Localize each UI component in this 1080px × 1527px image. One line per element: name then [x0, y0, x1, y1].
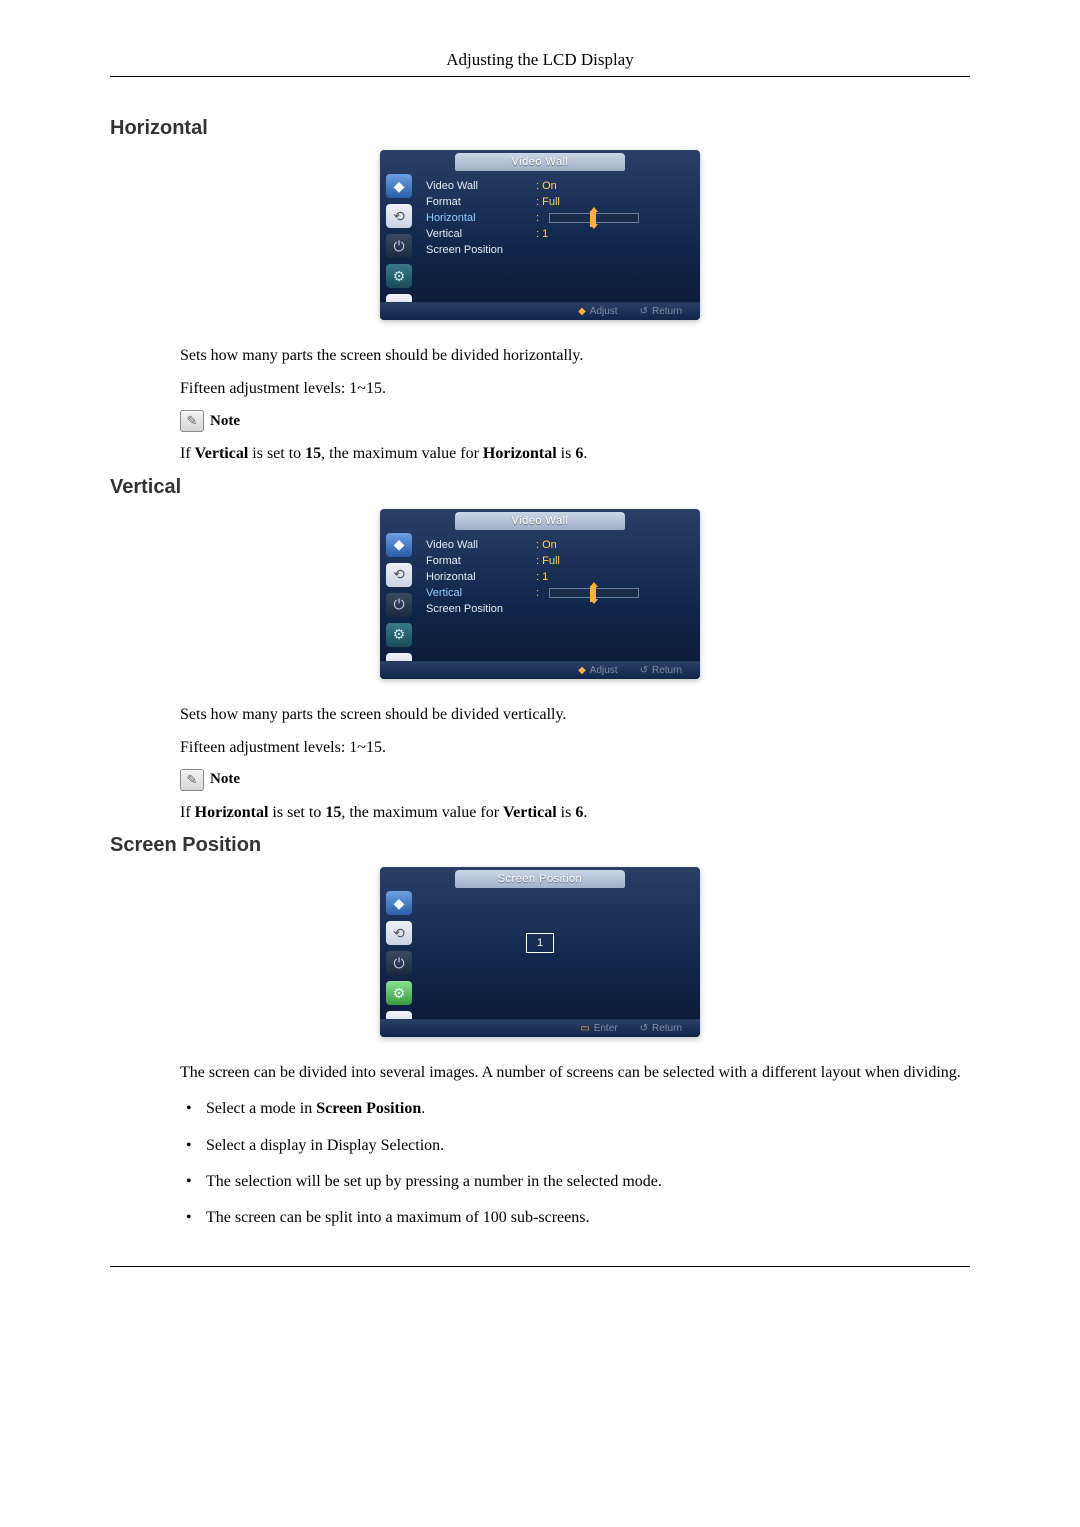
osd-value-video-wall: : On: [536, 180, 557, 192]
osd-value-vertical: : 1: [536, 228, 548, 240]
vertical-note: If Horizontal is set to 15, the maximum …: [180, 801, 970, 824]
list-item: Select a display in Display Selection.: [180, 1135, 970, 1157]
repeat-icon: ⟲: [386, 204, 412, 228]
osd-menu: Video Wall : On Format : Full Horizontal :…: [426, 180, 639, 256]
picture-icon: ◆: [386, 174, 412, 198]
screen-position-bullets: Select a mode in Screen Position. Select…: [180, 1098, 970, 1230]
osd-menu: Video Wall : On Format : Full Horizontal : …: [426, 539, 639, 615]
osd-screen-position-cell[interactable]: 1: [526, 933, 554, 953]
osd-panel-screen-position: Screen Position ◆ ⟲ ⏻ ⚙ ≡ 1 ▭Enter ↺Retu…: [380, 867, 700, 1037]
osd-footer-return: Return: [652, 306, 682, 317]
power-icon: ⏻: [386, 234, 412, 258]
osd-item-video-wall: Video Wall: [426, 539, 526, 551]
osd-footer-return: Return: [652, 665, 682, 676]
osd-icon-column: ◆ ⟲ ⏻ ⚙ ≡: [386, 174, 416, 318]
heading-screen-position: Screen Position: [110, 834, 970, 857]
osd-footer-enter: Enter: [594, 1023, 618, 1034]
osd-icon-column: ◆ ⟲ ⏻ ⚙ ≡: [386, 533, 416, 677]
osd-value-horizontal: : 1: [536, 571, 548, 583]
osd-footer-adjust: Adjust: [590, 306, 618, 317]
osd-item-vertical: Vertical: [426, 587, 526, 599]
osd-value-colon: :: [536, 212, 539, 224]
list-item: The screen can be split into a maximum o…: [180, 1207, 970, 1229]
note-label: Note: [210, 771, 240, 788]
osd-value-format: : Full: [536, 196, 560, 208]
osd-item-screen-position: Screen Position: [426, 244, 526, 256]
osd-footer: ▭Enter ↺Return: [380, 1019, 700, 1037]
osd-item-format: Format: [426, 555, 526, 567]
osd-slider-vertical[interactable]: [549, 588, 639, 598]
osd-tab-title: Video Wall: [455, 512, 625, 530]
picture-icon: ◆: [386, 533, 412, 557]
osd-footer: ◆Adjust ↺Return: [380, 302, 700, 320]
osd-footer-return: Return: [652, 1023, 682, 1034]
note-icon: ✎: [180, 410, 204, 432]
osd-value-video-wall: : On: [536, 539, 557, 551]
gear-icon: ⚙: [386, 623, 412, 647]
heading-horizontal: Horizontal: [110, 117, 970, 140]
screen-position-desc: The screen can be divided into several i…: [180, 1061, 970, 1084]
chevron-down-icon: [590, 224, 598, 229]
note-label: Note: [210, 413, 240, 430]
osd-value-format: : Full: [536, 555, 560, 567]
chevron-down-icon: [590, 599, 598, 604]
osd-item-screen-position: Screen Position: [426, 603, 526, 615]
footer-rule: [110, 1266, 970, 1267]
list-item: The selection will be set up by pressing…: [180, 1171, 970, 1193]
osd-footer: ◆Adjust ↺Return: [380, 661, 700, 679]
osd-footer-adjust: Adjust: [590, 665, 618, 676]
vertical-levels: Fifteen adjustment levels: 1~15.: [180, 736, 970, 759]
osd-item-horizontal: Horizontal: [426, 571, 526, 583]
list-item: Select a mode in Screen Position.: [180, 1098, 970, 1120]
osd-panel-vertical: Video Wall ◆ ⟲ ⏻ ⚙ ≡ Video Wall : On Form…: [380, 509, 700, 679]
power-icon: ⏻: [386, 593, 412, 617]
horizontal-levels: Fifteen adjustment levels: 1~15.: [180, 377, 970, 400]
osd-item-format: Format: [426, 196, 526, 208]
repeat-icon: ⟲: [386, 563, 412, 587]
horizontal-note: If Vertical is set to 15, the maximum va…: [180, 442, 970, 465]
page-header-title: Adjusting the LCD Display: [110, 50, 970, 77]
osd-item-vertical: Vertical: [426, 228, 526, 240]
note-icon: ✎: [180, 769, 204, 791]
vertical-desc: Sets how many parts the screen should be…: [180, 703, 970, 726]
gear-icon: ⚙: [386, 264, 412, 288]
osd-tab-title: Video Wall: [455, 153, 625, 171]
horizontal-desc: Sets how many parts the screen should be…: [180, 344, 970, 367]
osd-panel-horizontal: Video Wall ◆ ⟲ ⏻ ⚙ ≡ Video Wall : On Form…: [380, 150, 700, 320]
osd-value-colon: :: [536, 587, 539, 599]
heading-vertical: Vertical: [110, 476, 970, 499]
osd-slider-horizontal[interactable]: [549, 213, 639, 223]
osd-item-video-wall: Video Wall: [426, 180, 526, 192]
osd-item-horizontal: Horizontal: [426, 212, 526, 224]
